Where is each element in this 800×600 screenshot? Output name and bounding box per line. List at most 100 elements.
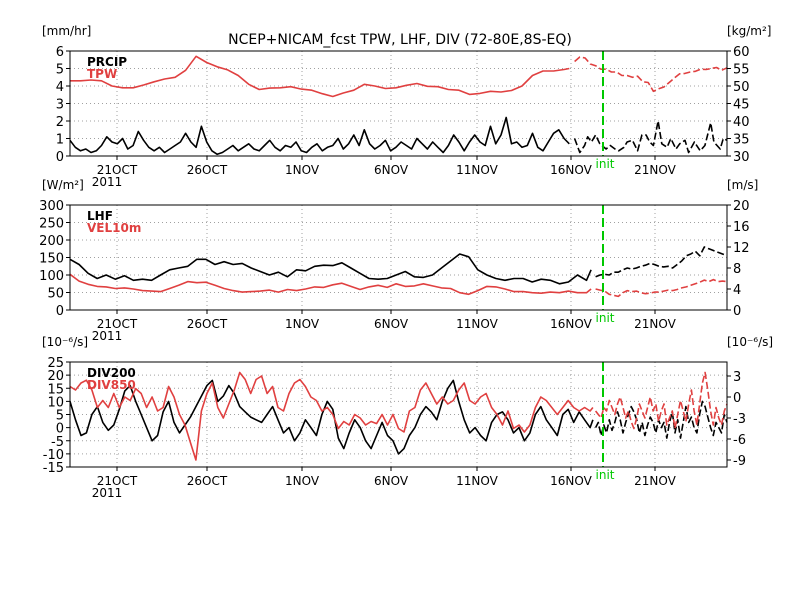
left-axis-tick-label: 0 — [56, 150, 64, 165]
right-axis-tick-label: 55 — [733, 63, 750, 78]
series-line-tpw-forecast — [574, 56, 728, 93]
left-axis-tick-label: 5 — [56, 63, 64, 78]
x-axis-tick-label: 21NOV — [634, 474, 676, 488]
left-axis-tick-label: 0 — [56, 304, 64, 319]
left-axis-unit: [10⁻⁶/s] — [42, 335, 88, 349]
series-line-div200-forecast — [594, 400, 728, 439]
init-marker-label: init — [596, 468, 615, 482]
plot-frame — [69, 204, 728, 311]
left-axis-tick-label: -5 — [51, 435, 64, 450]
series-line-lhf-forecast — [595, 246, 728, 278]
chart-title: NCEP+NICAM_fcst TPW, LHF, DIV (72-80E,8S… — [228, 32, 572, 48]
right-axis-tick-label: 12 — [733, 241, 750, 256]
init-marker-label: init — [596, 157, 615, 171]
plot-frame — [69, 361, 728, 468]
x-axis-tick-label: 11NOV — [456, 163, 498, 177]
x-axis-year-label: 2011 — [92, 175, 123, 189]
left-axis-tick-label: 25 — [47, 356, 64, 371]
series-line-tpw-observed — [70, 55, 570, 98]
right-axis-tick-label: 45 — [733, 98, 750, 113]
right-axis-tick-label: 8 — [733, 262, 741, 277]
right-axis-tick-label: -3 — [733, 412, 746, 427]
series-line-div850-forecast — [594, 371, 728, 430]
x-axis-tick-label: 16NOV — [550, 163, 592, 177]
left-axis-tick-label: 5 — [56, 409, 64, 424]
right-axis-tick-label: 3 — [733, 370, 741, 385]
right-axis-tick-label: 16 — [733, 220, 750, 235]
left-axis-tick-label: 150 — [39, 252, 64, 267]
left-axis-tick-label: 15 — [47, 382, 64, 397]
x-axis-tick-label: 11NOV — [456, 474, 498, 488]
legend-label-tpw: TPW — [87, 67, 117, 81]
legend-label-lhf: LHF — [87, 209, 113, 223]
right-axis-unit: [10⁻⁶/s] — [727, 335, 773, 349]
series-line-vel10m-observed — [69, 273, 592, 296]
series-line-div200-observed — [69, 379, 594, 455]
right-axis-tick-label: 30 — [733, 150, 750, 165]
left-axis-tick-label: 50 — [47, 287, 64, 302]
left-axis-tick-label: -15 — [43, 461, 64, 476]
left-axis-tick-label: 250 — [39, 217, 64, 232]
legend-label-prcip: PRCIP — [87, 55, 127, 69]
x-axis-tick-label: 16NOV — [550, 474, 592, 488]
series-line-prcip-observed — [69, 116, 570, 156]
legend-label-div850: DIV850 — [87, 378, 136, 392]
left-axis-unit: [mm/hr] — [42, 24, 91, 38]
x-axis-tick-label: 21OCT — [97, 474, 138, 488]
x-axis-tick-label: 26OCT — [187, 317, 228, 331]
series-line-prcip-forecast — [573, 120, 728, 154]
left-axis-tick-label: 100 — [39, 269, 64, 284]
left-axis-tick-label: 2 — [56, 115, 64, 130]
right-axis-tick-label: -9 — [733, 454, 746, 469]
x-axis-tick-label: 21OCT — [97, 163, 138, 177]
x-axis-tick-label: 21NOV — [634, 317, 676, 331]
left-axis-tick-label: 4 — [56, 80, 64, 95]
x-axis-tick-label: 16NOV — [550, 317, 592, 331]
right-axis-tick-label: 50 — [733, 80, 750, 95]
left-axis-unit: [W/m²] — [42, 178, 84, 192]
series-line-div850-observed — [69, 371, 594, 461]
left-axis-tick-label: 3 — [56, 98, 64, 113]
left-axis-tick-label: 1 — [56, 133, 64, 148]
right-axis-tick-label: 4 — [733, 283, 741, 298]
right-axis-tick-label: 0 — [733, 391, 741, 406]
x-axis-tick-label: 26OCT — [187, 474, 228, 488]
chart-panel-2: 0 50 100 150 200 250 300 0 4 8 12 16 20 [W/m²] [m/s] 21… — [39, 178, 758, 343]
legend-label-vel10m: VEL10m — [87, 221, 141, 235]
right-axis-tick-label: 60 — [733, 45, 750, 60]
right-axis-unit: [m/s] — [727, 178, 758, 192]
x-axis-tick-label: 1NOV — [285, 163, 320, 177]
plot-frame — [69, 50, 728, 157]
right-axis-tick-label: 20 — [733, 199, 750, 214]
right-axis-tick-label: 35 — [733, 133, 750, 148]
left-axis-tick-label: 200 — [39, 234, 64, 249]
x-axis-year-label: 2011 — [92, 329, 123, 343]
x-axis-tick-label: 21NOV — [634, 163, 676, 177]
legend-label-div200: DIV200 — [87, 366, 136, 380]
x-axis-tick-label: 1NOV — [285, 317, 320, 331]
x-axis-tick-label: 1NOV — [285, 474, 320, 488]
left-axis-tick-label: -10 — [43, 448, 64, 463]
right-axis-unit: [kg/m²] — [727, 24, 771, 38]
x-axis-tick-label: 6NOV — [374, 474, 409, 488]
left-axis-tick-label: 6 — [56, 45, 64, 60]
x-axis-tick-label: 6NOV — [374, 163, 409, 177]
left-axis-tick-label: 10 — [47, 395, 64, 410]
left-axis-tick-label: 300 — [39, 199, 64, 214]
right-axis-tick-label: 40 — [733, 115, 750, 130]
init-marker-label: init — [596, 311, 615, 325]
x-axis-year-label: 2011 — [92, 486, 123, 500]
x-axis-tick-label: 26OCT — [187, 163, 228, 177]
x-axis-tick-label: 11NOV — [456, 317, 498, 331]
right-axis-tick-label: 0 — [733, 304, 741, 319]
x-axis-tick-label: 21OCT — [97, 317, 138, 331]
x-axis-tick-label: 6NOV — [374, 317, 409, 331]
left-axis-tick-label: 0 — [56, 422, 64, 437]
left-axis-tick-label: 20 — [47, 369, 64, 384]
right-axis-tick-label: -6 — [733, 433, 746, 448]
series-line-vel10m-forecast — [595, 278, 728, 298]
series-line-lhf-observed — [69, 253, 592, 285]
